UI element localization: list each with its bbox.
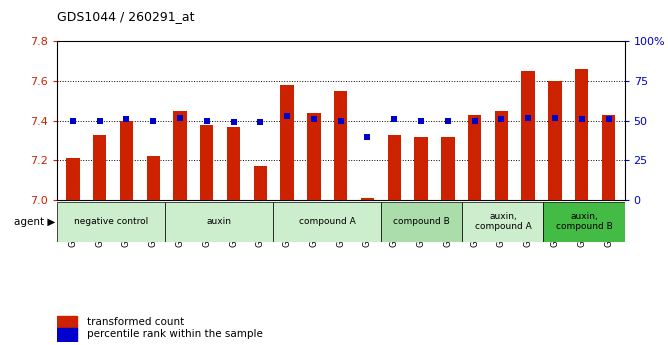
Text: auxin,
compound A: auxin, compound A: [474, 212, 531, 231]
Point: [94, 118, 105, 124]
Text: percentile rank within the sample: percentile rank within the sample: [87, 329, 263, 339]
Text: auxin: auxin: [206, 217, 232, 226]
Point: [202, 118, 212, 124]
Point: [576, 116, 587, 122]
Bar: [227, 127, 240, 200]
Text: compound B: compound B: [393, 217, 450, 226]
Bar: [361, 198, 374, 200]
Bar: [307, 113, 321, 200]
Bar: [522, 71, 535, 200]
Text: compound A: compound A: [299, 217, 355, 226]
Bar: [575, 69, 589, 200]
Point: [148, 118, 158, 124]
Bar: [441, 137, 454, 200]
Bar: [57, 316, 77, 329]
Bar: [381, 202, 462, 242]
Point: [496, 116, 507, 122]
Bar: [120, 121, 133, 200]
Bar: [254, 166, 267, 200]
Bar: [146, 156, 160, 200]
Point: [362, 134, 373, 139]
Text: GDS1044 / 260291_at: GDS1044 / 260291_at: [57, 10, 194, 23]
Point: [309, 116, 319, 122]
Point: [335, 118, 346, 124]
Bar: [462, 202, 544, 242]
Point: [603, 116, 614, 122]
Point: [228, 120, 239, 125]
Bar: [173, 111, 186, 200]
Text: negative control: negative control: [73, 217, 148, 226]
Bar: [495, 111, 508, 200]
Bar: [387, 135, 401, 200]
Bar: [548, 81, 562, 200]
Text: transformed count: transformed count: [87, 317, 184, 327]
Point: [389, 116, 399, 122]
Bar: [165, 202, 273, 242]
Point: [415, 118, 426, 124]
Point: [550, 115, 560, 120]
Text: agent ▶: agent ▶: [14, 217, 55, 227]
Text: auxin,
compound B: auxin, compound B: [556, 212, 613, 231]
Bar: [334, 91, 347, 200]
Bar: [468, 115, 481, 200]
Bar: [602, 115, 615, 200]
Point: [523, 115, 534, 120]
Point: [255, 120, 266, 125]
Bar: [544, 202, 625, 242]
Point: [469, 118, 480, 124]
Bar: [273, 202, 381, 242]
Bar: [66, 158, 79, 200]
Bar: [57, 202, 165, 242]
Bar: [200, 125, 214, 200]
Bar: [281, 85, 294, 200]
Bar: [414, 137, 428, 200]
Point: [282, 113, 293, 119]
Bar: [57, 328, 77, 341]
Point: [121, 116, 132, 122]
Bar: [93, 135, 106, 200]
Point: [442, 118, 453, 124]
Point: [67, 118, 78, 124]
Point: [174, 115, 185, 120]
